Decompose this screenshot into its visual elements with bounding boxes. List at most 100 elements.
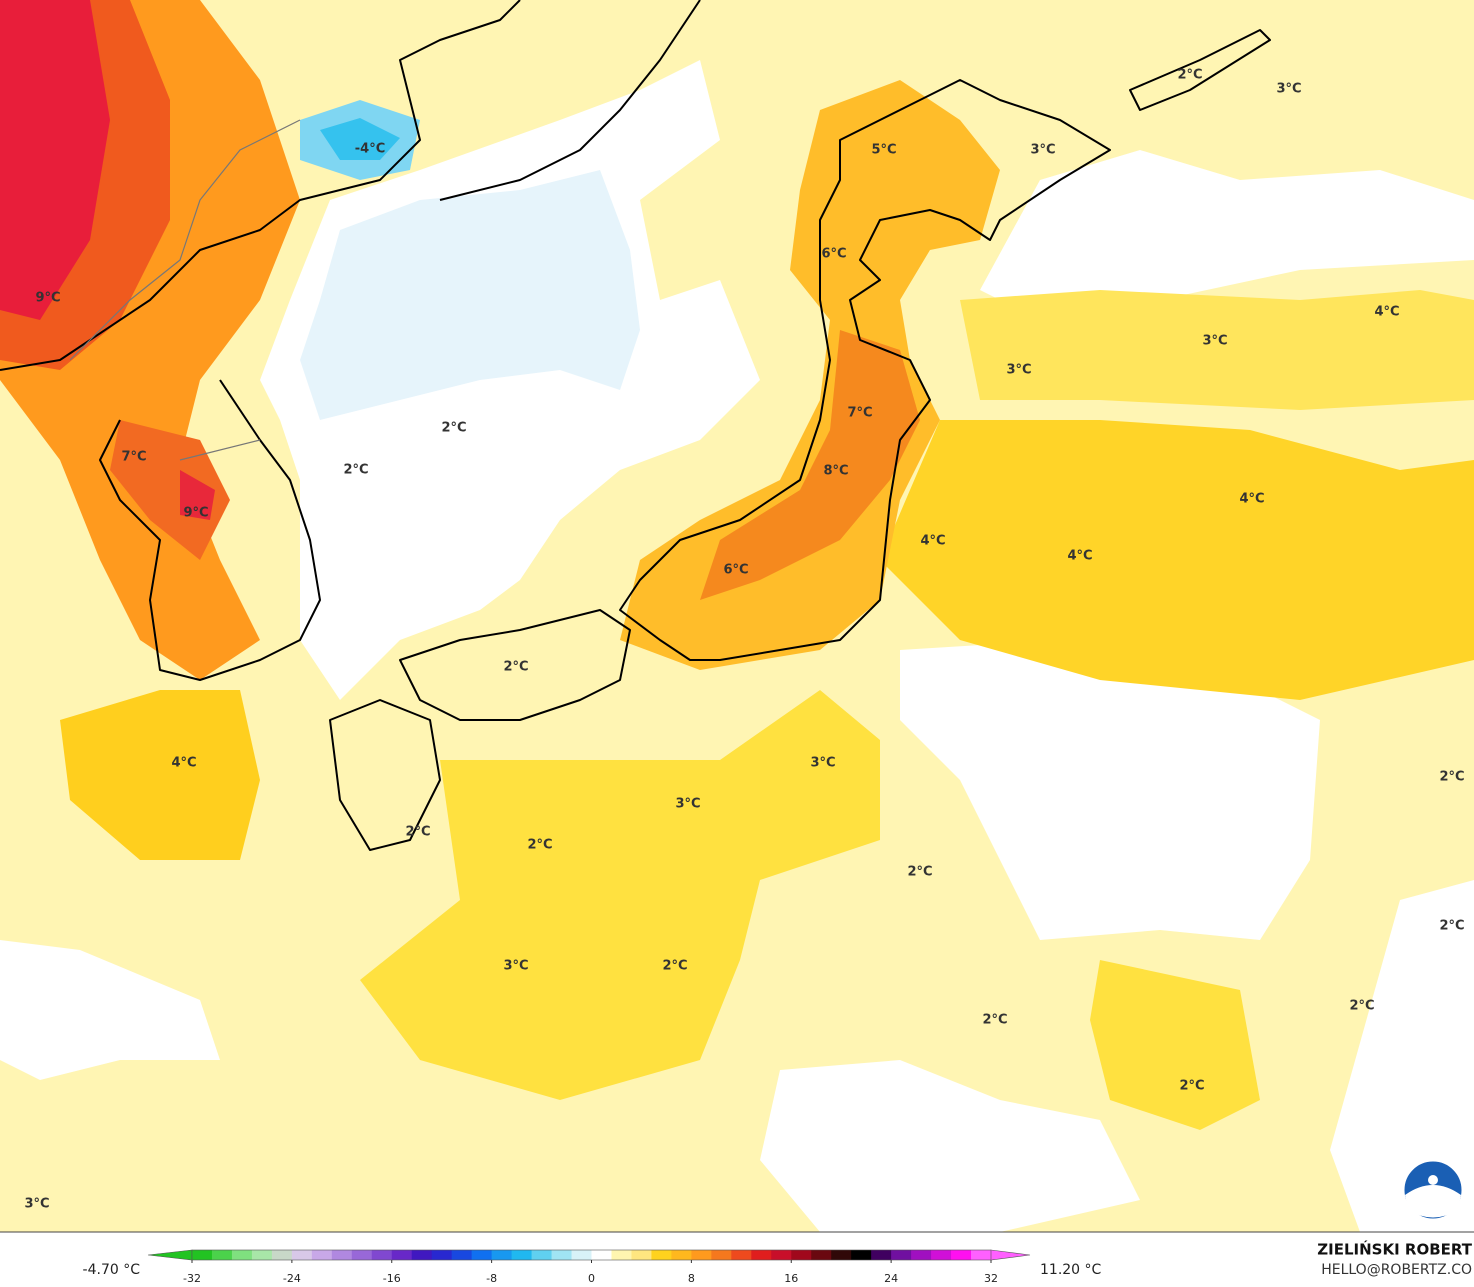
- colorbar-swatch: [951, 1250, 972, 1260]
- warm-area: [880, 420, 1474, 700]
- colorbar-tick-label: -16: [383, 1272, 401, 1285]
- colorbar-swatch: [651, 1250, 672, 1260]
- hot-area: [700, 330, 920, 600]
- colorbar-swatch: [891, 1250, 912, 1260]
- temperature-label: 3°C: [675, 797, 700, 812]
- colorbar-swatch: [911, 1250, 932, 1260]
- colorbar-swatch: [351, 1250, 373, 1260]
- author: ZIELIŃSKI ROBERT: [1317, 1240, 1472, 1259]
- temperature-label: -4°C: [355, 142, 385, 157]
- temperature-label: 9°C: [35, 291, 60, 306]
- colorbar-tick-label: -8: [486, 1272, 497, 1285]
- cool-area: [300, 170, 640, 420]
- max-label: 11.20 °C: [1040, 1262, 1102, 1278]
- colorbar-swatch: [511, 1250, 533, 1260]
- colorbar-swatch: [751, 1250, 772, 1260]
- warm-area: [60, 690, 260, 860]
- temperature-label: 5°C: [871, 143, 896, 158]
- colorbar-swatch: [531, 1250, 553, 1260]
- min-label: -4.70 °C: [83, 1262, 141, 1278]
- temperature-label: 3°C: [24, 1197, 49, 1212]
- colorbar-swatch: [251, 1250, 273, 1260]
- colorbar: -32 -24 -16 -8 0 8 16 24 32: [147, 1249, 1031, 1285]
- colorbar-swatch: [551, 1250, 573, 1260]
- coastline: [1129, 29, 1271, 111]
- temperature-label: 3°C: [810, 756, 835, 771]
- coastline: [439, 0, 701, 201]
- coastline: [329, 699, 441, 851]
- colorbar-swatch: [791, 1250, 812, 1260]
- colorbar-swatch: [571, 1250, 592, 1260]
- colorbar-swatch: [831, 1250, 852, 1260]
- warm-area: [360, 690, 880, 1100]
- temperature-label: 2°C: [907, 865, 932, 880]
- colorbar-swatch: [192, 1250, 213, 1260]
- colorbar-swatch: [231, 1250, 253, 1260]
- temperature-label: 2°C: [1349, 999, 1374, 1014]
- colorbar-swatch: [491, 1250, 513, 1260]
- neutral-area: [900, 640, 1320, 940]
- colorbar-swatch: [631, 1250, 652, 1260]
- temperature-label: 4°C: [1239, 492, 1264, 507]
- temperature-label: 2°C: [527, 838, 552, 853]
- coastline: [619, 79, 1111, 661]
- temperature-label: 2°C: [343, 463, 368, 478]
- temperature-label: 3°C: [1276, 82, 1301, 97]
- colorbar-tick-label: -32: [183, 1272, 201, 1285]
- coastline: [99, 379, 321, 681]
- temperature-label: 4°C: [171, 756, 196, 771]
- temperature-label: 2°C: [982, 1013, 1007, 1028]
- colorbar-tick-label: 24: [884, 1272, 898, 1285]
- colorbar-swatch: [451, 1250, 473, 1260]
- temperature-label: 3°C: [503, 959, 528, 974]
- temperature-label: 8°C: [823, 464, 848, 479]
- warm-area: [620, 80, 1000, 670]
- colorbar-tick-label: 0: [588, 1272, 595, 1285]
- temperature-label: 2°C: [662, 959, 687, 974]
- temperature-label: 2°C: [405, 825, 430, 840]
- border: [69, 119, 301, 361]
- temperature-label: 4°C: [920, 534, 945, 549]
- colorbar-swatch: [731, 1250, 752, 1260]
- coastline: [0, 0, 521, 371]
- temperature-label: 3°C: [1202, 334, 1227, 349]
- colorbar-swatch: [431, 1250, 453, 1260]
- coastline: [399, 609, 631, 721]
- temperature-label: 6°C: [821, 247, 846, 262]
- neutral-area: [0, 940, 220, 1080]
- colorbar-swatch: [371, 1250, 393, 1260]
- hot-area: [180, 470, 215, 520]
- temperature-label: 2°C: [503, 660, 528, 675]
- colorbar-swatch: [471, 1250, 493, 1260]
- colorbar-tick-label: -24: [283, 1272, 301, 1285]
- colorbar-swatch: [971, 1250, 992, 1260]
- colorbar-tick-label: 16: [784, 1272, 798, 1285]
- colorbar-swatch: [771, 1250, 792, 1260]
- temperature-labels: 2°C 3°C -4°C 5°C 3°C 6°C 9°C 4°C 3°C 3°C 7°C 2°C 7°C…: [24, 68, 1464, 1212]
- temperature-label: 3°C: [1006, 363, 1031, 378]
- warm-area: [960, 290, 1474, 410]
- temperature-label: 7°C: [847, 406, 872, 421]
- colorbar-tick-label: 32: [984, 1272, 998, 1285]
- colorbar-swatch: [671, 1250, 692, 1260]
- colorbar-tick-label: 8: [688, 1272, 695, 1285]
- warm-area: [1090, 960, 1260, 1130]
- colorbar-swatch: [291, 1250, 313, 1260]
- hot-area: [0, 0, 110, 320]
- coastlines: [0, 0, 1271, 851]
- temperature-label: 2°C: [441, 421, 466, 436]
- cool-area: [320, 118, 400, 160]
- noaa-logo: [1401, 1158, 1465, 1222]
- contact: HELLO@ROBERTZ.CO: [1321, 1262, 1472, 1278]
- temperature-label: 7°C: [121, 450, 146, 465]
- neutral-area: [1330, 880, 1474, 1232]
- neutral-area: [760, 1060, 1140, 1232]
- colorbar-swatch: [271, 1250, 293, 1260]
- colorbar-swatch: [851, 1250, 872, 1260]
- colorbar-swatch: [811, 1250, 832, 1260]
- colorbar-swatch: [411, 1250, 433, 1260]
- colorbar-swatch: [871, 1250, 892, 1260]
- colorbar-swatch: [711, 1250, 732, 1260]
